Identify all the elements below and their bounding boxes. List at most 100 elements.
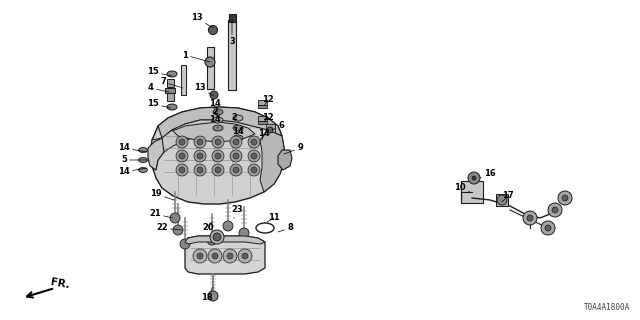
Circle shape [248, 164, 260, 176]
Text: 1: 1 [182, 51, 210, 62]
Bar [257, 121, 266, 124]
Circle shape [197, 167, 203, 173]
Ellipse shape [233, 125, 243, 131]
Text: 3: 3 [229, 20, 235, 46]
Text: 14: 14 [258, 130, 270, 140]
Circle shape [212, 164, 224, 176]
Polygon shape [185, 236, 265, 244]
Circle shape [248, 150, 260, 162]
Text: 14: 14 [209, 100, 221, 112]
Bar [496, 194, 508, 206]
Ellipse shape [233, 115, 243, 121]
Bar [180, 65, 186, 95]
Text: 23: 23 [231, 205, 243, 218]
Circle shape [179, 167, 185, 173]
Circle shape [472, 176, 476, 180]
Circle shape [210, 91, 218, 99]
Circle shape [176, 150, 188, 162]
Circle shape [180, 239, 190, 249]
Circle shape [233, 167, 239, 173]
Circle shape [193, 249, 207, 263]
Text: 14: 14 [118, 167, 147, 177]
Circle shape [209, 26, 218, 35]
Bar [228, 20, 236, 90]
Circle shape [208, 291, 218, 301]
Circle shape [227, 253, 233, 259]
Polygon shape [150, 107, 284, 204]
Text: 10: 10 [454, 183, 470, 193]
Text: 12: 12 [262, 95, 274, 106]
Circle shape [223, 221, 233, 231]
Circle shape [215, 139, 221, 145]
Ellipse shape [213, 125, 223, 131]
Ellipse shape [213, 109, 223, 115]
Text: 7: 7 [160, 77, 183, 88]
Circle shape [233, 139, 239, 145]
Circle shape [179, 139, 185, 145]
Circle shape [208, 249, 222, 263]
Bar [166, 93, 173, 101]
Circle shape [558, 191, 572, 205]
Bar [461, 181, 483, 203]
Circle shape [251, 139, 257, 145]
Circle shape [562, 195, 568, 201]
Circle shape [179, 153, 185, 159]
Circle shape [194, 150, 206, 162]
Bar [207, 47, 214, 89]
Circle shape [230, 150, 242, 162]
Text: 20: 20 [202, 222, 214, 233]
Text: 11: 11 [267, 213, 280, 222]
Text: 17: 17 [502, 191, 514, 202]
Circle shape [170, 213, 180, 223]
Circle shape [213, 233, 221, 241]
Bar [166, 79, 173, 87]
Text: 21: 21 [149, 210, 173, 219]
Circle shape [212, 253, 218, 259]
Text: 6: 6 [272, 122, 284, 131]
Polygon shape [148, 138, 164, 170]
Text: 4: 4 [148, 84, 169, 92]
Circle shape [176, 164, 188, 176]
Circle shape [545, 225, 551, 231]
Bar [257, 105, 266, 108]
Circle shape [205, 57, 215, 67]
Circle shape [248, 136, 260, 148]
Text: FR.: FR. [50, 277, 71, 290]
Circle shape [251, 167, 257, 173]
Circle shape [212, 136, 224, 148]
Text: 14: 14 [118, 143, 147, 153]
Circle shape [523, 211, 537, 225]
Polygon shape [150, 120, 218, 170]
Text: 14: 14 [232, 127, 244, 140]
Text: 15: 15 [147, 100, 171, 108]
Circle shape [548, 203, 562, 217]
Circle shape [267, 127, 273, 133]
Circle shape [197, 253, 203, 259]
Ellipse shape [138, 148, 147, 153]
Circle shape [468, 172, 480, 184]
Text: 8: 8 [278, 223, 293, 233]
Text: 9: 9 [284, 143, 303, 154]
Text: 13: 13 [194, 84, 214, 96]
Circle shape [223, 249, 237, 263]
Circle shape [173, 225, 183, 235]
Text: 16: 16 [480, 170, 496, 179]
Ellipse shape [167, 71, 177, 77]
Circle shape [197, 139, 203, 145]
Bar [266, 124, 275, 132]
Circle shape [194, 164, 206, 176]
Circle shape [212, 150, 224, 162]
Circle shape [210, 230, 224, 244]
Bar [165, 87, 175, 92]
Text: 18: 18 [201, 287, 213, 302]
Circle shape [541, 221, 555, 235]
Polygon shape [172, 122, 255, 142]
Text: 12: 12 [262, 114, 274, 123]
Circle shape [242, 253, 248, 259]
Circle shape [238, 249, 252, 263]
Circle shape [197, 153, 203, 159]
Circle shape [239, 228, 249, 238]
Circle shape [497, 195, 507, 205]
Circle shape [176, 136, 188, 148]
Text: 2: 2 [212, 108, 218, 118]
